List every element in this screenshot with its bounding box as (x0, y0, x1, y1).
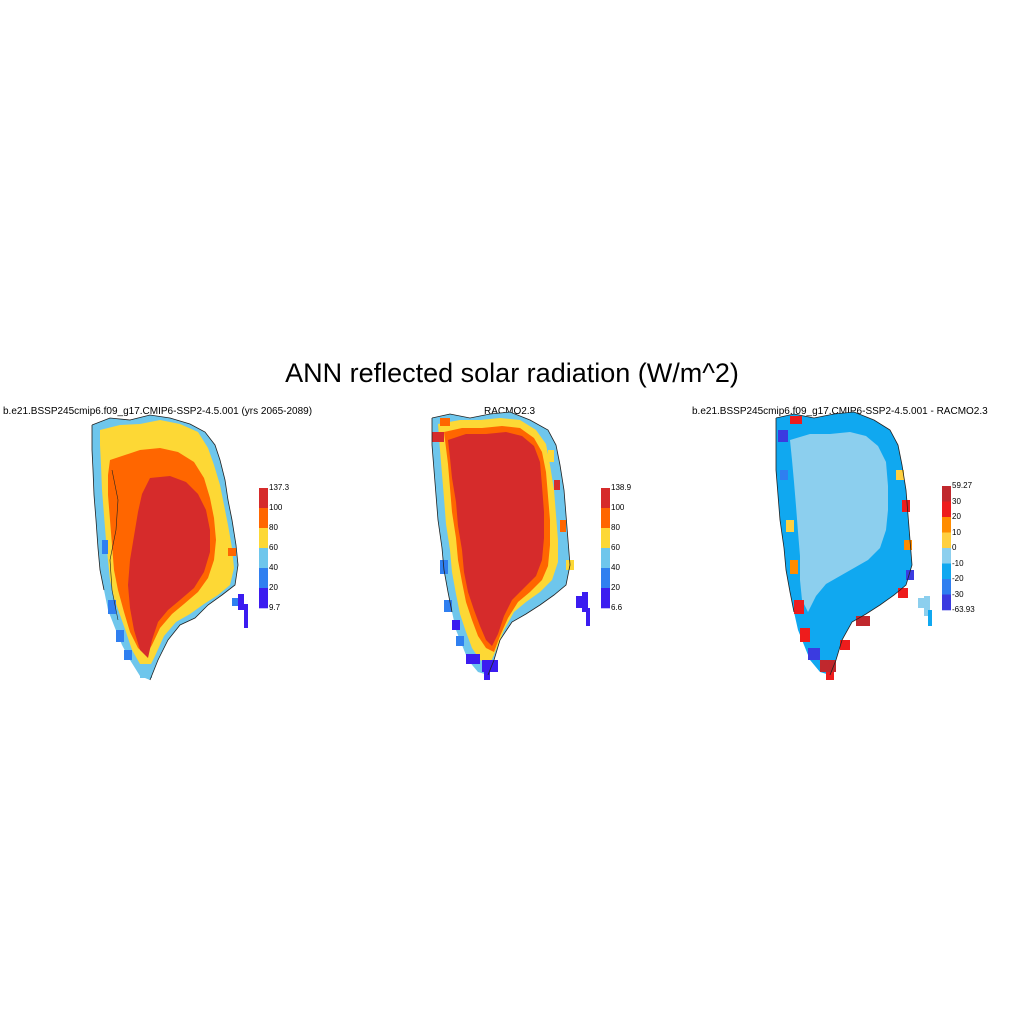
colorbar-tick-label: -63.93 (952, 605, 975, 614)
colorbar-swatch (259, 488, 268, 509)
colorbar-tick-label: 100 (611, 503, 625, 512)
colorbar-tick-label: 9.7 (269, 603, 281, 612)
colorbar-swatch (601, 488, 610, 509)
colorbar-tick-label: -20 (952, 574, 964, 583)
colorbar-tick-label: 60 (269, 543, 278, 552)
colorbar-swatch (942, 532, 951, 549)
colorbar-swatch (601, 588, 610, 609)
colorbar-swatch (942, 548, 951, 564)
colorbar-tick-label: 138.9 (611, 483, 632, 492)
colorbar-tick-label: 6.6 (611, 603, 623, 612)
colorbar-swatch (259, 508, 268, 529)
colorbar-tick-label: 60 (611, 543, 620, 552)
map-panel-difference (775, 411, 932, 680)
colorbar-swatch (942, 594, 951, 611)
colorbar-tick-label: -30 (952, 589, 964, 599)
colorbar-tick-label: 100 (269, 503, 283, 512)
colorbar-swatch (601, 528, 610, 549)
colorbar-swatch (601, 508, 610, 529)
colorbar-racmo (601, 488, 610, 609)
colorbar-swatch (601, 568, 610, 589)
panel-title-difference: b.e21.BSSP245cmip6.f09_g17.CMIP6-SSP2-4.… (692, 406, 988, 417)
map-panel-model (91, 414, 248, 681)
colorbar-tick-label: 20 (269, 583, 278, 592)
red-core (128, 476, 210, 658)
colorbar-tick-label: 10 (952, 527, 961, 537)
red-core (448, 432, 544, 646)
colorbar-swatch (942, 486, 951, 502)
figure-title: ANN reflected solar radiation (W/m^2) (285, 358, 739, 388)
colorbar-tick-label: 30 (952, 496, 961, 506)
colorbar-tick-label: 59.27 (952, 481, 973, 490)
map-panel-racmo (431, 411, 590, 680)
colorbar-tick-label: 80 (269, 523, 278, 532)
colorbar-swatch (942, 501, 951, 518)
colorbar-tick-label: 20 (952, 512, 961, 521)
colorbar-swatch (942, 563, 951, 580)
colorbar-difference (942, 486, 951, 611)
colorbar-tick-label: 40 (269, 563, 278, 572)
colorbar-swatch (259, 528, 268, 549)
panel-title-model: b.e21.BSSP245cmip6.f09_g17.CMIP6-SSP2-4.… (3, 406, 313, 417)
light-blue-core (790, 432, 888, 612)
colorbar-swatch (259, 568, 268, 589)
panel-title-racmo: RACMO2.3 (484, 406, 536, 417)
colorbar-swatch (942, 517, 951, 533)
colorbar-swatch (601, 548, 610, 569)
colorbar-tick-label: 80 (611, 523, 620, 532)
colorbar-tick-label: 40 (611, 563, 620, 572)
colorbar-tick-label: -10 (952, 558, 964, 568)
colorbar-tick-label: 20 (611, 583, 620, 592)
colorbar-tick-label: 0 (952, 543, 957, 552)
colorbar-swatch (259, 588, 268, 609)
colorbar-swatch (942, 579, 951, 595)
colorbar-swatch (259, 548, 268, 569)
colorbar-tick-label: 137.3 (269, 483, 290, 492)
colorbar-model (259, 488, 268, 609)
